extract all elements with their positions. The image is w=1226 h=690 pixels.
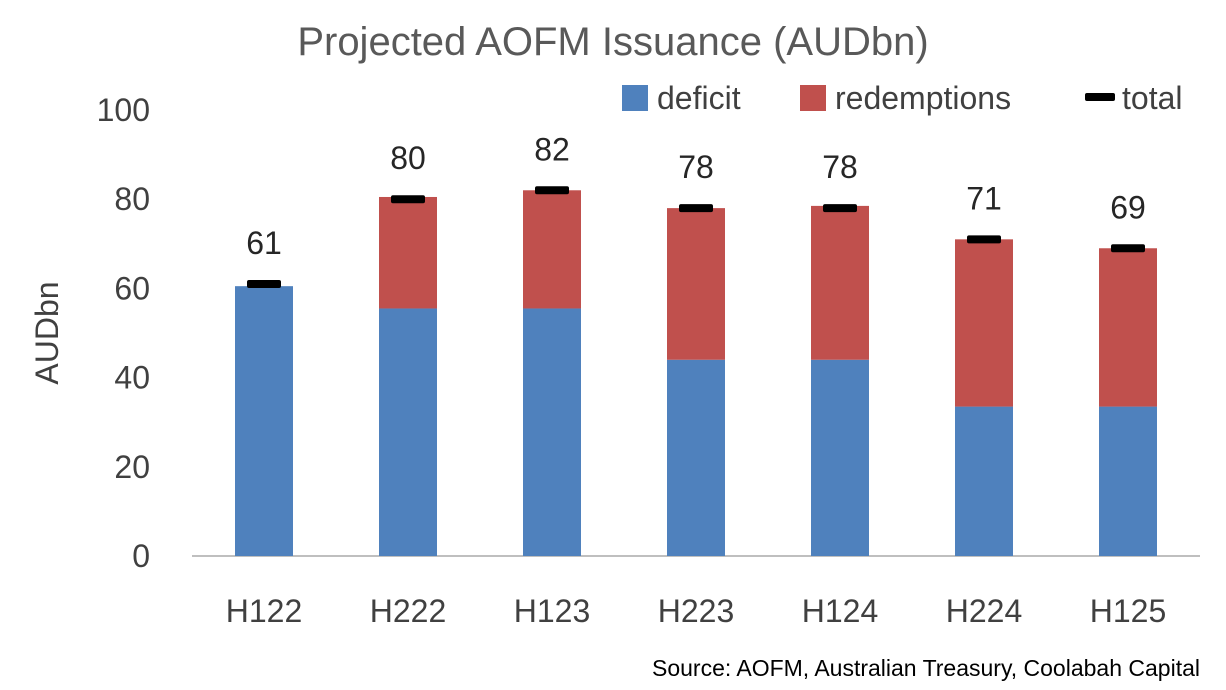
bar-deficit [379, 308, 437, 556]
bar-deficit [667, 359, 725, 556]
y-axis-ticks: 0 20 40 60 80 100 [97, 92, 150, 574]
data-label: 82 [534, 131, 570, 167]
x-axis-labels: H122 H222 H123 H223 H124 H224 H125 [226, 593, 1167, 629]
x-tick-label: H123 [514, 593, 591, 629]
source-note: Source: AOFM, Australian Treasury, Coola… [652, 655, 1200, 681]
data-label: 71 [966, 180, 1002, 216]
data-label: 78 [678, 149, 714, 185]
x-tick-label: H122 [226, 593, 303, 629]
legend-swatch-deficit [622, 85, 648, 111]
data-labels: 61 80 82 78 78 71 69 [246, 131, 1146, 261]
data-label: 61 [246, 225, 282, 261]
legend-swatch-total [1085, 93, 1115, 101]
total-marker [391, 195, 425, 204]
chart-title: Projected AOFM Issuance (AUDbn) [297, 20, 928, 64]
legend-label-deficit: deficit [657, 80, 741, 116]
legend: deficit redemptions total [622, 80, 1182, 116]
x-tick-label: H125 [1090, 593, 1167, 629]
bar-deficit [811, 359, 869, 556]
bar-redemptions [1099, 248, 1157, 407]
total-marker [823, 204, 857, 213]
bars [235, 190, 1157, 556]
y-tick-label: 40 [114, 360, 150, 396]
total-marker [535, 186, 569, 195]
bar-redemptions [523, 190, 581, 309]
y-tick-label: 20 [114, 449, 150, 485]
legend-label-total: total [1122, 80, 1182, 116]
y-axis-title: AUDbn [29, 281, 65, 384]
bar-redemptions [667, 208, 725, 360]
data-label: 80 [390, 140, 426, 176]
legend-label-redemptions: redemptions [835, 80, 1011, 116]
total-marker [967, 235, 1001, 244]
bar-deficit [235, 286, 293, 556]
total-marker [247, 279, 281, 288]
bar-redemptions [955, 239, 1013, 407]
y-tick-label: 100 [97, 92, 150, 128]
total-marker [679, 204, 713, 213]
y-tick-label: 80 [114, 181, 150, 217]
legend-swatch-redemptions [800, 85, 826, 111]
bar-redemptions [811, 205, 869, 360]
bar-redemptions [379, 196, 437, 309]
y-tick-label: 60 [114, 270, 150, 306]
x-tick-label: H224 [946, 593, 1023, 629]
x-tick-label: H223 [658, 593, 735, 629]
y-tick-label: 0 [132, 538, 150, 574]
total-markers [247, 186, 1145, 288]
x-tick-label: H222 [370, 593, 447, 629]
x-tick-label: H124 [802, 593, 879, 629]
bar-deficit [523, 308, 581, 556]
data-label: 78 [822, 149, 858, 185]
total-marker [1111, 244, 1145, 253]
data-label: 69 [1110, 189, 1146, 225]
bar-deficit [955, 406, 1013, 556]
bar-deficit [1099, 406, 1157, 556]
